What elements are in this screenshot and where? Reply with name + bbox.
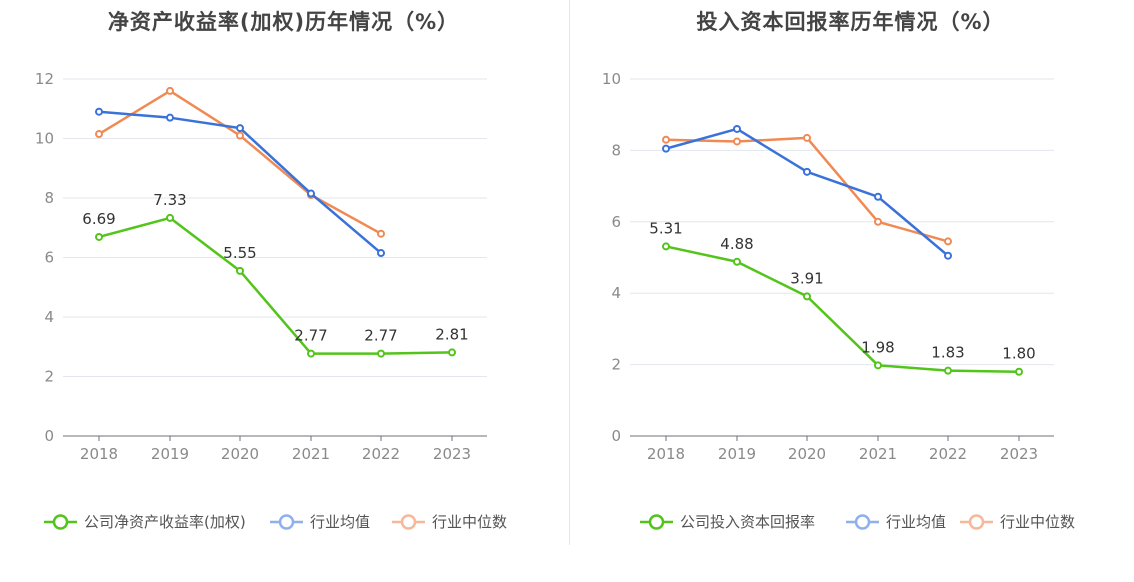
data-point-industry_avg bbox=[377, 249, 385, 258]
legend-label-company: 公司投入资本回报率 bbox=[680, 513, 815, 531]
legend-label-company: 公司净资产收益率(加权) bbox=[84, 513, 246, 531]
y-tick-label: 4 bbox=[611, 284, 621, 302]
series-line-industry_median bbox=[98, 89, 382, 235]
roic-chart-panel: 投入资本回报率历年情况（%） 0 2 4 6 8 10 2018 2019 2020 2021 20… bbox=[567, 0, 1134, 582]
legend-marker-industry_median bbox=[400, 514, 417, 530]
legend-label-industry_avg: 行业均值 bbox=[886, 513, 946, 531]
data-point-company bbox=[377, 349, 385, 358]
data-point-industry_median bbox=[166, 86, 174, 95]
data-point-industry_avg bbox=[662, 144, 670, 153]
data-label: 5.55 bbox=[223, 244, 256, 262]
data-point-industry_avg bbox=[944, 251, 952, 260]
y-tick-label: 12 bbox=[35, 70, 54, 88]
data-point-industry_median bbox=[733, 137, 741, 146]
data-label: 4.88 bbox=[720, 235, 753, 253]
x-tick-label: 2023 bbox=[433, 445, 471, 463]
y-tick-label: 10 bbox=[602, 70, 621, 88]
y-tick-label: 0 bbox=[44, 427, 54, 445]
roe-chart-panel: 净资产收益率(加权)历年情况（%） 0 2 4 6 8 10 12 2018 2019 2020 2… bbox=[35, 10, 507, 531]
x-tick-label: 2018 bbox=[647, 445, 685, 463]
x-tick-label: 2018 bbox=[80, 445, 118, 463]
y-tick-label: 8 bbox=[611, 141, 621, 159]
data-point-industry_avg bbox=[95, 107, 103, 116]
x-tick-label: 2023 bbox=[1000, 445, 1038, 463]
data-point-company bbox=[874, 361, 882, 370]
y-tick-label: 2 bbox=[611, 356, 621, 374]
data-point-industry_median bbox=[662, 135, 670, 144]
series-line-company bbox=[98, 216, 453, 355]
legend-marker-industry_avg bbox=[278, 514, 295, 530]
x-tick-label: 2022 bbox=[362, 445, 400, 463]
data-point-industry_median bbox=[803, 133, 811, 142]
y-tick-label: 0 bbox=[611, 427, 621, 445]
data-point-industry_avg bbox=[733, 124, 741, 133]
legend-marker-company bbox=[52, 514, 69, 530]
roe-chart-title: 净资产收益率(加权)历年情况（%） bbox=[107, 10, 460, 34]
data-point-industry_median bbox=[874, 217, 882, 226]
data-point-company bbox=[95, 232, 103, 241]
data-point-company bbox=[307, 349, 315, 358]
legend-marker-industry_median bbox=[968, 514, 985, 530]
panel-divider bbox=[569, 0, 570, 545]
data-point-industry_avg bbox=[307, 189, 315, 198]
data-label: 1.80 bbox=[1002, 345, 1035, 363]
x-tick-label: 2022 bbox=[929, 445, 967, 463]
legend-marker-industry_avg bbox=[854, 514, 871, 530]
data-label: 5.31 bbox=[649, 219, 682, 237]
data-point-company bbox=[236, 266, 244, 275]
x-tick-label: 2021 bbox=[292, 445, 330, 463]
data-point-industry_median bbox=[236, 131, 244, 140]
roic-chart-title: 投入资本回报率历年情况（%） bbox=[696, 10, 1005, 34]
data-label: 2.77 bbox=[364, 327, 397, 345]
y-tick-label: 6 bbox=[44, 249, 54, 267]
data-point-company bbox=[166, 213, 174, 222]
x-tick-label: 2021 bbox=[859, 445, 897, 463]
data-point-company bbox=[1015, 367, 1023, 376]
legend-label-industry_avg: 行业均值 bbox=[310, 513, 370, 531]
y-tick-label: 8 bbox=[44, 189, 54, 207]
data-point-industry_median bbox=[944, 237, 952, 246]
y-tick-label: 6 bbox=[611, 213, 621, 231]
data-label: 6.69 bbox=[82, 210, 115, 228]
x-tick-label: 2020 bbox=[221, 445, 259, 463]
data-point-industry_avg bbox=[166, 113, 174, 122]
x-tick-label: 2019 bbox=[718, 445, 756, 463]
roe-chart: 0 2 4 6 8 10 12 2018 2019 2020 2021 2022 2023 6.69 7.3… bbox=[35, 70, 507, 531]
x-tick-label: 2019 bbox=[151, 445, 189, 463]
data-point-industry_avg bbox=[236, 124, 244, 133]
data-label: 2.77 bbox=[294, 327, 327, 345]
data-label: 3.91 bbox=[790, 269, 823, 287]
roic-chart: 0 2 4 6 8 10 2018 2019 2020 2021 2022 2023 5.31 4.88 3… bbox=[602, 70, 1075, 531]
legend-label-industry_median: 行业中位数 bbox=[432, 513, 507, 531]
data-point-industry_avg bbox=[874, 192, 882, 201]
data-label: 7.33 bbox=[153, 191, 186, 209]
y-tick-label: 10 bbox=[35, 130, 54, 148]
data-point-company bbox=[662, 242, 670, 251]
data-point-company bbox=[733, 257, 741, 266]
data-point-company bbox=[448, 348, 456, 357]
series-line-industry_median bbox=[665, 136, 949, 243]
series-line-industry_avg bbox=[665, 127, 949, 257]
data-point-industry_median bbox=[95, 130, 103, 139]
data-label: 1.98 bbox=[861, 338, 894, 356]
series-line-company bbox=[665, 245, 1020, 373]
data-label: 2.81 bbox=[435, 325, 468, 343]
legend-marker-company bbox=[648, 514, 665, 530]
x-tick-label: 2020 bbox=[788, 445, 826, 463]
data-point-company bbox=[944, 366, 952, 375]
data-point-company bbox=[803, 292, 811, 301]
data-label: 1.83 bbox=[931, 344, 964, 362]
data-point-industry_median bbox=[377, 229, 385, 238]
legend-label-industry_median: 行业中位数 bbox=[1000, 513, 1075, 531]
y-tick-label: 2 bbox=[44, 368, 54, 386]
y-tick-label: 4 bbox=[44, 308, 54, 326]
data-point-industry_avg bbox=[803, 167, 811, 176]
